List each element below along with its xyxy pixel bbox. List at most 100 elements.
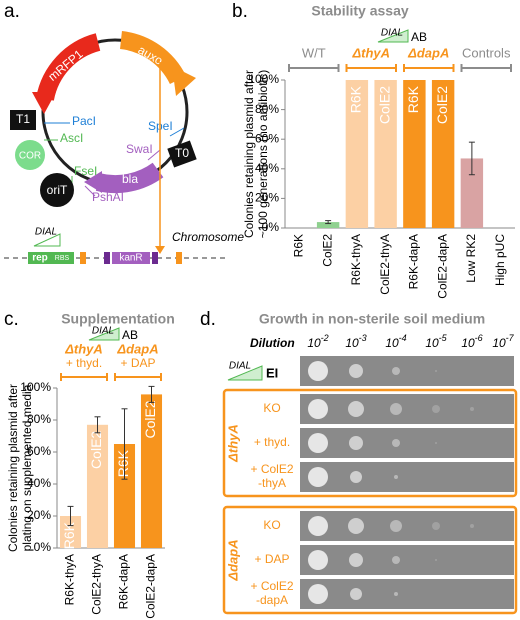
site-line [147,149,161,161]
part-label: RBS [55,255,70,262]
arrowhead [172,66,196,96]
group-box [222,505,518,615]
dial-suffix: AB [122,328,138,342]
site-label: PacI [72,114,96,128]
y-tick-label: 40% [255,161,279,175]
dilution-header: 10-6 [461,333,482,350]
y-tick-label: 100% [20,380,51,394]
y-axis-label: plating on supplemented media [20,384,34,551]
bar [374,80,397,228]
colony-spot [349,364,363,378]
kanr-element [112,252,150,264]
plate-image [300,428,514,458]
gene-label: bla [122,172,138,186]
dial-label: DIAL [92,326,114,337]
control-label: EI [266,365,278,380]
part-label: oriT [47,183,68,197]
group-label: ΔdapA [407,45,449,60]
group-label: ΔdapA [225,539,240,581]
row-label: KO [263,518,280,532]
y-axis-label: Colonies retaining plasmid after [6,384,20,552]
dilution-header: 10-2 [307,333,328,350]
group-label: W/T [302,45,326,60]
bar-label: ColE2 [434,86,450,124]
dial-wedge [33,233,61,247]
dial-label: DIAL [229,361,251,372]
dilution-header: 10-7 [492,333,514,350]
panel-label: a. [4,1,20,22]
site-label: PshAI [92,190,124,204]
x-tick-label: R6K-dapA [117,554,131,609]
site-label: AscI [60,131,83,145]
group-label: ΔthyA [351,45,390,60]
row-label: -dapA [256,593,288,607]
row-label: + DAP [254,552,289,566]
y-tick-label: 80% [27,412,51,426]
row-label: -thyA [258,476,286,490]
y-tick-label: 0% [34,540,52,554]
panel-label: b. [232,1,248,22]
colony-spot [348,518,364,534]
chromosome-label: Chromosome [172,230,244,244]
colony-spot [308,584,328,604]
bar [113,444,136,548]
y-tick-label: 60% [27,444,51,458]
group-label: ΔthyA [225,424,240,463]
bar [140,394,163,548]
bar [403,80,426,228]
terminator [10,110,36,130]
y-tick-label: 20% [255,191,279,205]
colony-spot [435,442,437,444]
plate-image [300,394,514,424]
plate-image [300,545,514,575]
site-label: SwaI [126,142,153,156]
y-axis-label: Colonies retaining plasmid after [242,70,256,238]
cor-element [15,140,45,170]
plate-image [300,462,514,492]
site-line [84,185,96,197]
group-label: Controls [462,45,511,60]
colony-spot [470,407,474,411]
colony-spot [349,553,363,567]
terminator [167,140,197,168]
colony-spot [394,592,398,596]
bla-gene [95,162,164,194]
dial-wedge [377,29,409,43]
rep-element [28,252,74,264]
x-tick-label: R6K-dapA [407,234,421,289]
colony-spot [394,475,398,479]
colony-spot [390,403,402,415]
group-label: ΔdapA [116,341,158,356]
site-box [176,252,182,264]
group-sublabel: + DAP [120,356,155,370]
plate-image [300,579,514,609]
row-label: KO [263,401,280,415]
site-box [80,252,86,264]
y-axis-label: ~100 generations (no antibiotic) [256,70,270,238]
row-label: + thyd. [254,435,290,449]
bar [316,222,340,228]
colony-spot [435,370,437,372]
part-label: T0 [175,146,189,160]
colony-spot [348,401,364,417]
orit-element [40,173,74,207]
group-bracket [114,373,162,381]
colony-spot [470,524,474,528]
row-label: + ColE2 [250,462,293,476]
y-tick-label: 0% [262,220,280,234]
x-tick-label: ColE2-dapA [144,554,158,619]
bar-label: ColE2 [142,400,158,438]
plates-panel: Growth in non-sterile soil medium Dilutio… [222,311,518,615]
group-bracket [60,373,108,381]
dial-label: DIAL [381,28,403,39]
dial-suffix: AB [411,30,427,44]
dilution-header: 10-4 [385,333,406,350]
x-tick-label: Low RK2 [464,234,478,283]
group-sublabel: + thyd. [66,356,102,370]
group-bracket [460,64,512,72]
x-tick-label: High pUC [493,234,507,286]
colony-spot [349,436,363,450]
arrowhead [155,246,165,254]
bar-label: ColE2 [88,431,104,469]
